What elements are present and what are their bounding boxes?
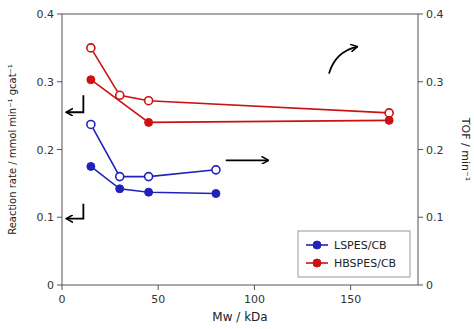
x-axis-label: Mw / kDa [212, 310, 267, 324]
arrow [66, 95, 83, 112]
legend-entry: LSPES/CB [334, 239, 387, 252]
tick-label: 150 [340, 293, 361, 306]
tick-label: 50 [151, 293, 165, 306]
series-line [91, 80, 389, 123]
tick-label: 100 [244, 293, 265, 306]
legend-entry: HBSPES/CB [334, 257, 396, 270]
series-line [91, 166, 216, 193]
data-point [385, 109, 393, 117]
arrow [226, 159, 269, 161]
tick-label: 0.3 [426, 76, 444, 89]
data-point [212, 166, 220, 174]
legend-box [298, 231, 410, 277]
data-point [145, 188, 153, 196]
tick [57, 14, 62, 15]
y2-axis-label: TOF / min⁻¹ [459, 117, 472, 181]
tick [418, 14, 423, 15]
tick [57, 285, 62, 286]
tick [57, 149, 62, 150]
arrow [329, 47, 357, 74]
series-line [91, 124, 216, 176]
tick [254, 285, 255, 290]
tick [418, 81, 423, 82]
tick-label: 0.1 [37, 211, 55, 224]
tick [57, 81, 62, 82]
series-line [91, 48, 389, 113]
tick-label: 0.2 [37, 144, 55, 157]
tick-label: 0.4 [426, 8, 444, 21]
tick-label: 0.1 [426, 211, 444, 224]
tick [350, 285, 351, 290]
tick-label: 0 [47, 279, 54, 292]
tick-label: 0.4 [37, 8, 55, 21]
plot-frame [62, 14, 418, 285]
chart: 0 50 100 150 0 0.1 0.2 0.3 0.4 0 0.1 0.2 0.3 0.4 Mw / … [0, 0, 474, 329]
tick [418, 149, 423, 150]
data-point [87, 120, 95, 128]
tick [57, 217, 62, 218]
tick-label: 0 [59, 293, 66, 306]
legend-swatch [313, 241, 321, 249]
legend: LSPES/CB HBSPES/CB [298, 231, 410, 277]
tick-label: 0 [426, 279, 433, 292]
tick [158, 285, 159, 290]
plot-area [87, 44, 393, 198]
data-point [116, 185, 124, 193]
tick [418, 217, 423, 218]
arrow [66, 204, 83, 219]
data-point [145, 118, 153, 126]
data-point [87, 76, 95, 84]
tick-label: 0.3 [37, 76, 55, 89]
data-point [116, 173, 124, 181]
tick [62, 285, 63, 290]
data-point [116, 91, 124, 99]
legend-swatch [313, 259, 321, 267]
tick [418, 285, 423, 286]
y-axis-label: Reaction rate / mmol min⁻¹ gcat⁻¹ [7, 64, 18, 235]
arrows [66, 47, 357, 219]
data-point [145, 173, 153, 181]
data-point [145, 97, 153, 105]
data-point [87, 162, 95, 170]
data-point [212, 190, 220, 198]
tick-label: 0.2 [426, 144, 444, 157]
data-point [87, 44, 95, 52]
